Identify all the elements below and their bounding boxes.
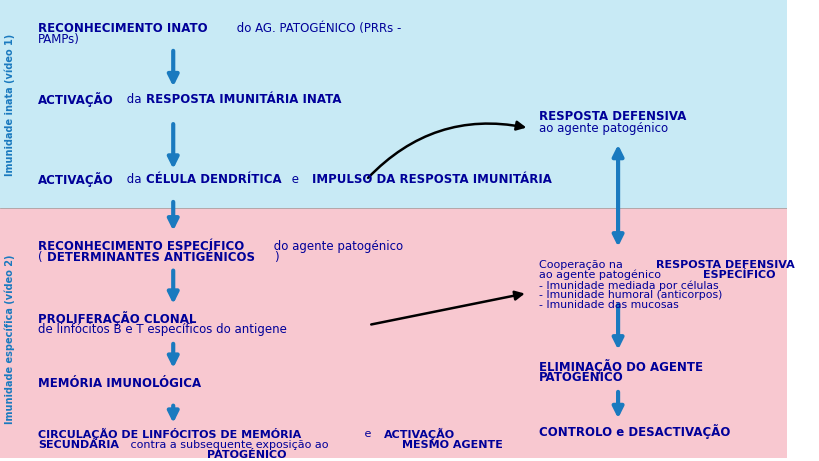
Text: da: da	[123, 93, 145, 106]
Text: SECUNDÁRIA: SECUNDÁRIA	[38, 440, 119, 450]
Text: PATOGÉNICO: PATOGÉNICO	[207, 450, 286, 461]
Text: Imunidade inata (vídeo 1): Imunidade inata (vídeo 1)	[5, 34, 16, 177]
Text: do agente patogénico: do agente patogénico	[269, 240, 403, 253]
Text: e: e	[287, 173, 302, 186]
Text: MEMÓRIA IMUNOLÓGICA: MEMÓRIA IMUNOLÓGICA	[38, 377, 201, 390]
Text: ACTIVAÇÃO: ACTIVAÇÃO	[38, 172, 113, 187]
Text: ACTIVAÇÃO: ACTIVAÇÃO	[38, 92, 113, 107]
Text: do AG. PATOGÉNICO (PRRs -: do AG. PATOGÉNICO (PRRs -	[233, 22, 401, 35]
Text: RESPOSTA DEFENSIVA: RESPOSTA DEFENSIVA	[539, 110, 686, 123]
Text: ELIMINAÇÃO DO AGENTE: ELIMINAÇÃO DO AGENTE	[539, 359, 703, 374]
Text: ESPECÍFICO: ESPECÍFICO	[702, 270, 775, 280]
Text: RECONHECIMENTO INATO: RECONHECIMENTO INATO	[38, 22, 207, 35]
Text: CÉLULA DENDRÍTICA: CÉLULA DENDRÍTICA	[147, 173, 282, 186]
Text: - Imunidade humoral (anticorpos): - Imunidade humoral (anticorpos)	[539, 290, 722, 300]
Text: - Imunidade mediada por células: - Imunidade mediada por células	[539, 280, 718, 291]
Text: PAMPs): PAMPs)	[38, 33, 79, 46]
Text: IMPULSO DA RESPOSTA IMUNITÁRIA: IMPULSO DA RESPOSTA IMUNITÁRIA	[311, 173, 551, 186]
Text: RESPOSTA IMUNITÁRIA INATA: RESPOSTA IMUNITÁRIA INATA	[147, 93, 342, 106]
Text: DETERMINANTES ANTIGÉNICOS: DETERMINANTES ANTIGÉNICOS	[48, 251, 255, 264]
Text: e: e	[360, 429, 374, 439]
Text: CIRCULAÇÃO DE LINFÓCITOS DE MEMÓRIA: CIRCULAÇÃO DE LINFÓCITOS DE MEMÓRIA	[38, 428, 301, 440]
Text: (: (	[38, 251, 43, 264]
Text: CONTROLO e DESACTIVAÇÃO: CONTROLO e DESACTIVAÇÃO	[539, 424, 730, 439]
Text: de linfócitos B e T específicos do antigene: de linfócitos B e T específicos do antig…	[38, 323, 287, 336]
Text: - Imunidade das mucosas: - Imunidade das mucosas	[539, 300, 678, 310]
Text: ao agente patogénico: ao agente patogénico	[539, 270, 664, 280]
Text: ): )	[274, 251, 278, 264]
Text: PATOGÉNICO: PATOGÉNICO	[539, 371, 623, 384]
Text: RESPOSTA DEFENSIVA: RESPOSTA DEFENSIVA	[655, 260, 794, 270]
Text: MESMO AGENTE: MESMO AGENTE	[402, 440, 503, 450]
Text: ACTIVAÇÃO: ACTIVAÇÃO	[384, 428, 455, 440]
Text: RECONHECIMENTO ESPECÍFICO: RECONHECIMENTO ESPECÍFICO	[38, 240, 244, 253]
Text: da: da	[123, 173, 145, 186]
Text: PROLIFERAÇÃO CLONAL: PROLIFERAÇÃO CLONAL	[38, 311, 196, 325]
Bar	[0, 0, 786, 208]
Text: Imunidade específica (vídeo 2): Imunidade específica (vídeo 2)	[5, 254, 16, 424]
Text: contra a subsequente exposição ao: contra a subsequente exposição ao	[127, 440, 332, 450]
Text: ao agente patogénico: ao agente patogénico	[539, 122, 667, 135]
Text: Cooperação na: Cooperação na	[539, 260, 626, 270]
Bar	[0, 208, 786, 458]
